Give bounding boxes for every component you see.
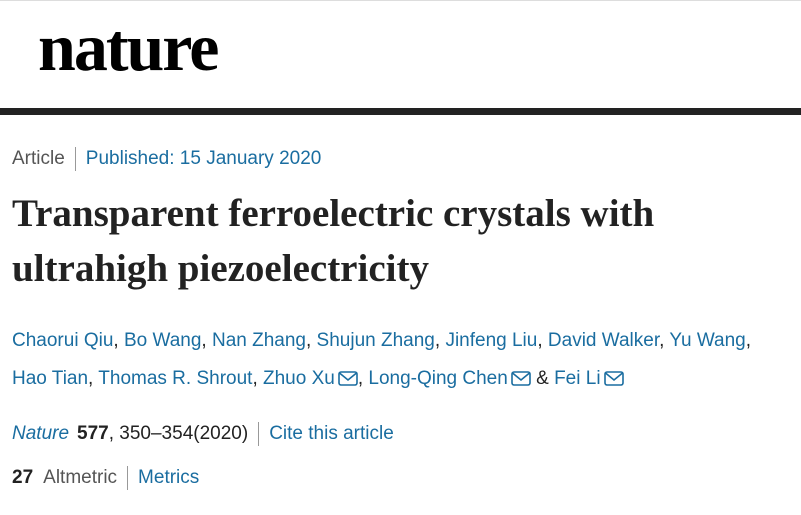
author-name[interactable]: Bo Wang — [123, 330, 202, 351]
altmetric-label: Altmetric — [43, 467, 118, 489]
separator: , — [88, 368, 94, 389]
separator: , — [305, 330, 312, 351]
separator: , — [113, 330, 119, 351]
author-name[interactable]: Long-Qing Chen — [368, 368, 508, 389]
author-name[interactable]: Zhuo Xu — [263, 368, 335, 389]
volume: 577 — [77, 423, 109, 445]
separator: , — [659, 330, 665, 351]
logo[interactable]: nature — [38, 9, 219, 85]
author: Zhuo Xu, — [263, 368, 363, 389]
header-bar — [0, 108, 801, 115]
metrics-link[interactable]: Metrics — [138, 467, 200, 489]
author-name[interactable]: Nan Zhang — [211, 330, 306, 351]
author-name[interactable]: Hao Tian — [12, 368, 89, 389]
journal-name: Nature — [12, 423, 70, 445]
author-name[interactable]: Yu Wang — [669, 330, 746, 351]
author: Jinfeng Liu, — [445, 330, 542, 351]
article-type: Article — [12, 148, 65, 170]
author-name[interactable]: Fei Li — [554, 368, 601, 389]
author-name[interactable]: Thomas R. Shrout — [98, 368, 253, 389]
author: David Walker, — [548, 330, 665, 351]
separator: , — [252, 368, 258, 389]
email-icon[interactable] — [338, 371, 358, 386]
author-list: Chaorui Qiu, Bo Wang, Nan Zhang, Shujun … — [12, 322, 782, 398]
author: Hao Tian, — [12, 368, 93, 389]
altmetric-score: 27 — [12, 467, 34, 489]
author: Yu Wang, — [669, 330, 751, 351]
author: Shujun Zhang, — [317, 330, 441, 351]
article-meta: Article Published: 15 January 2020 — [12, 147, 321, 171]
final-separator: & — [536, 368, 549, 389]
top-border — [0, 0, 801, 1]
email-icon[interactable] — [511, 371, 531, 386]
pages-year: , 350–354(2020) — [108, 423, 249, 445]
separator: , — [357, 368, 364, 389]
author-name[interactable]: David Walker — [547, 330, 660, 351]
author: Long-Qing Chen — [368, 368, 531, 389]
metrics: 27 Altmetric Metrics — [12, 466, 199, 490]
email-icon[interactable] — [603, 371, 624, 386]
separator: , — [434, 330, 441, 351]
separator: , — [537, 330, 543, 351]
published-date: Published: 15 January 2020 — [85, 148, 322, 170]
divider — [258, 422, 260, 446]
author: Fei Li — [554, 368, 624, 389]
author: Bo Wang, — [124, 330, 207, 351]
author-name[interactable]: Jinfeng Liu — [445, 330, 538, 351]
author-name[interactable]: Chaorui Qiu — [12, 330, 114, 351]
separator: , — [201, 330, 207, 351]
author-name[interactable]: Shujun Zhang — [316, 330, 435, 351]
article-title: Transparent ferroelectric crystals with … — [12, 192, 655, 290]
author: Thomas R. Shrout, — [98, 368, 257, 389]
separator: , — [745, 330, 752, 351]
author: Chaorui Qiu, — [12, 330, 119, 351]
author: Nan Zhang, — [212, 330, 311, 351]
citation: Nature 577, 350–354(2020) Cite this articl… — [12, 422, 394, 446]
cite-link[interactable]: Cite this article — [269, 423, 394, 445]
divider — [127, 466, 129, 490]
divider — [74, 147, 76, 171]
